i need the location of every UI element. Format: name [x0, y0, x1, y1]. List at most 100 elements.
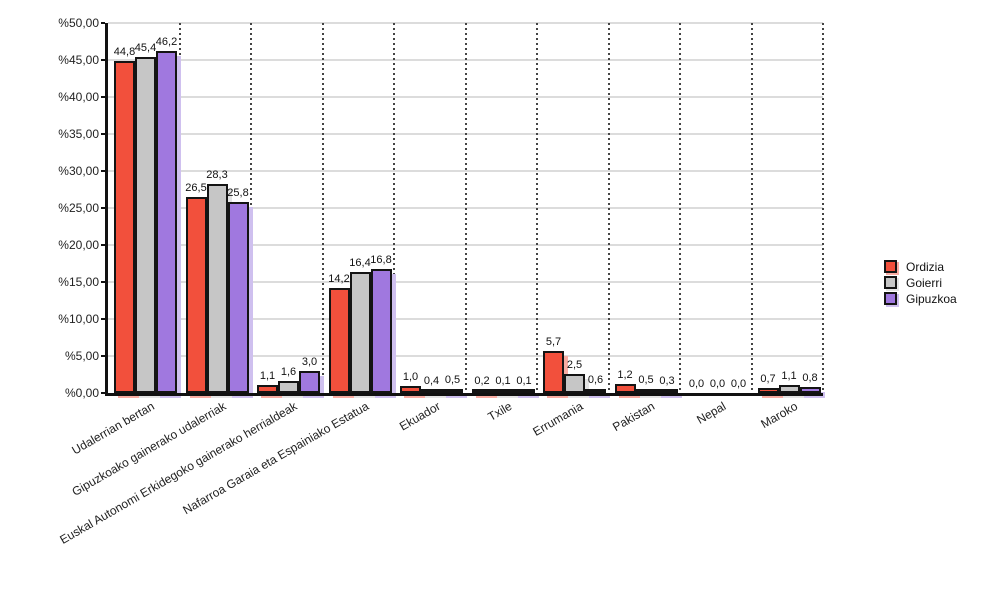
plot-area: 44,8 45,4 46,2 26,5 28,3 25,8 1,1 1,6 3,0 14,2 16,… — [108, 22, 824, 393]
bar-gipuzkoa-7 — [656, 389, 678, 393]
bar-gipuzkoa-0 — [156, 51, 177, 393]
bar-goierri-3 — [349, 272, 371, 393]
v-gridline — [536, 23, 538, 393]
y-tick-mark — [101, 133, 105, 135]
bar-goierri-4 — [421, 389, 442, 393]
x-tick-label: Ekuador — [397, 399, 443, 434]
bar-value-label: 45,4 — [134, 42, 157, 54]
bar-goierri-9 — [778, 385, 800, 393]
bar-value-label: 16,4 — [349, 257, 371, 269]
y-tick-mark — [101, 281, 105, 283]
y-tick-mark — [101, 355, 105, 357]
bar-value-label: 0,5 — [444, 374, 461, 386]
v-gridline — [322, 23, 324, 393]
legend: Ordizia Goierri Gipuzkoa — [884, 259, 957, 309]
v-gridline — [608, 23, 610, 393]
bar-ordizia-3 — [328, 288, 350, 393]
y-tick-label: %25,00 — [58, 201, 99, 215]
legend-item-ordizia: Ordizia — [884, 259, 957, 274]
bar-value-label: 28,3 — [206, 169, 228, 181]
bar-value-label: 0,1 — [495, 375, 511, 387]
legend-item-goierri: Goierri — [884, 275, 957, 290]
y-tick-label: %40,00 — [58, 90, 99, 104]
bar-value-label: 2,5 — [566, 359, 583, 371]
v-gridline — [822, 23, 824, 393]
y-tick-mark — [101, 170, 105, 172]
bar-value-label: 0,7 — [760, 373, 776, 385]
y-tick-label: %20,00 — [58, 238, 99, 252]
bar-value-label: 0,4 — [423, 375, 440, 387]
legend-label-gipuzkoa: Gipuzkoa — [906, 291, 957, 306]
bar-goierri-5 — [492, 389, 514, 393]
x-tick-label: Nepal — [694, 399, 729, 427]
bar-value-label: 0,3 — [659, 375, 675, 387]
bar-gipuzkoa-3 — [370, 269, 392, 393]
y-tick-label: %15,00 — [58, 275, 99, 289]
x-tick-label: Maroko — [758, 399, 801, 432]
y-tick-mark — [101, 207, 105, 209]
bar-value-label: 0,2 — [474, 375, 490, 387]
bar-gipuzkoa-2 — [299, 371, 320, 393]
y-tick-label: %35,00 — [58, 127, 99, 141]
bar-goierri-1 — [206, 184, 228, 393]
v-gridline — [465, 23, 467, 393]
bar-value-label: 46,2 — [155, 36, 178, 48]
bar-ordizia-5 — [471, 389, 493, 393]
bar-value-label: 26,5 — [185, 182, 207, 194]
v-gridline — [679, 23, 681, 393]
y-tick-label: %50,00 — [58, 16, 99, 30]
bar-value-label: 44,8 — [113, 46, 136, 58]
bar-value-label: 1,1 — [259, 370, 276, 382]
bar-value-label: 5,7 — [545, 336, 562, 348]
bar-value-label: 1,6 — [280, 366, 297, 378]
y-tick-mark — [101, 96, 105, 98]
y-tick-mark — [101, 22, 105, 24]
bar-value-label: 3,0 — [301, 356, 318, 368]
bar-gipuzkoa-6 — [585, 389, 606, 393]
bar-goierri-7 — [635, 389, 657, 393]
x-tick-label: Errumania — [530, 399, 586, 439]
bar-ordizia-1 — [185, 197, 207, 393]
bar-value-label: 25,8 — [227, 187, 249, 199]
bar-ordizia-0 — [114, 61, 135, 393]
legend-label-ordizia: Ordizia — [906, 259, 945, 274]
v-gridline — [393, 23, 395, 393]
bar-value-label: 14,2 — [328, 273, 350, 285]
y-tick-label: %45,00 — [58, 53, 99, 67]
legend-swatch-goierri — [884, 276, 897, 289]
y-axis-line — [105, 23, 108, 396]
y-tick-label: %5,00 — [64, 349, 99, 363]
v-gridline — [751, 23, 753, 393]
y-tick-mark — [101, 318, 105, 320]
bar-gipuzkoa-5 — [513, 389, 535, 393]
bar-ordizia-7 — [614, 384, 636, 393]
legend-swatch-gipuzkoa — [884, 292, 897, 305]
x-axis-line — [105, 393, 823, 396]
bar-value-label: 1,0 — [402, 371, 419, 383]
bar-value-label: 0,1 — [516, 375, 532, 387]
bar-value-label: 0,0 — [709, 378, 726, 390]
bar-value-label: 16,8 — [370, 254, 392, 266]
bar-ordizia-9 — [757, 388, 779, 393]
legend-item-gipuzkoa: Gipuzkoa — [884, 291, 957, 306]
y-tick-mark — [101, 392, 105, 394]
v-gridline — [179, 23, 181, 393]
bar-value-label: 0,5 — [638, 374, 654, 386]
bar-value-label: 0,0 — [688, 378, 705, 390]
y-tick-label: %10,00 — [58, 312, 99, 326]
y-tick-mark — [101, 59, 105, 61]
bar-gipuzkoa-9 — [799, 387, 821, 393]
bar-value-label: 1,2 — [617, 369, 633, 381]
bar-goierri-2 — [278, 381, 299, 393]
bar-goierri-0 — [135, 57, 156, 393]
legend-swatch-ordizia — [884, 260, 897, 273]
bar-gipuzkoa-1 — [227, 202, 249, 393]
x-tick-label: Pakistan — [610, 399, 658, 435]
bar-value-label: 0,8 — [802, 372, 818, 384]
bar-ordizia-4 — [400, 386, 421, 393]
bar-ordizia-6 — [543, 351, 564, 393]
x-tick-label: Txile — [485, 399, 515, 424]
legend-label-goierri: Goierri — [906, 275, 943, 290]
bar-goierri-6 — [564, 374, 585, 393]
